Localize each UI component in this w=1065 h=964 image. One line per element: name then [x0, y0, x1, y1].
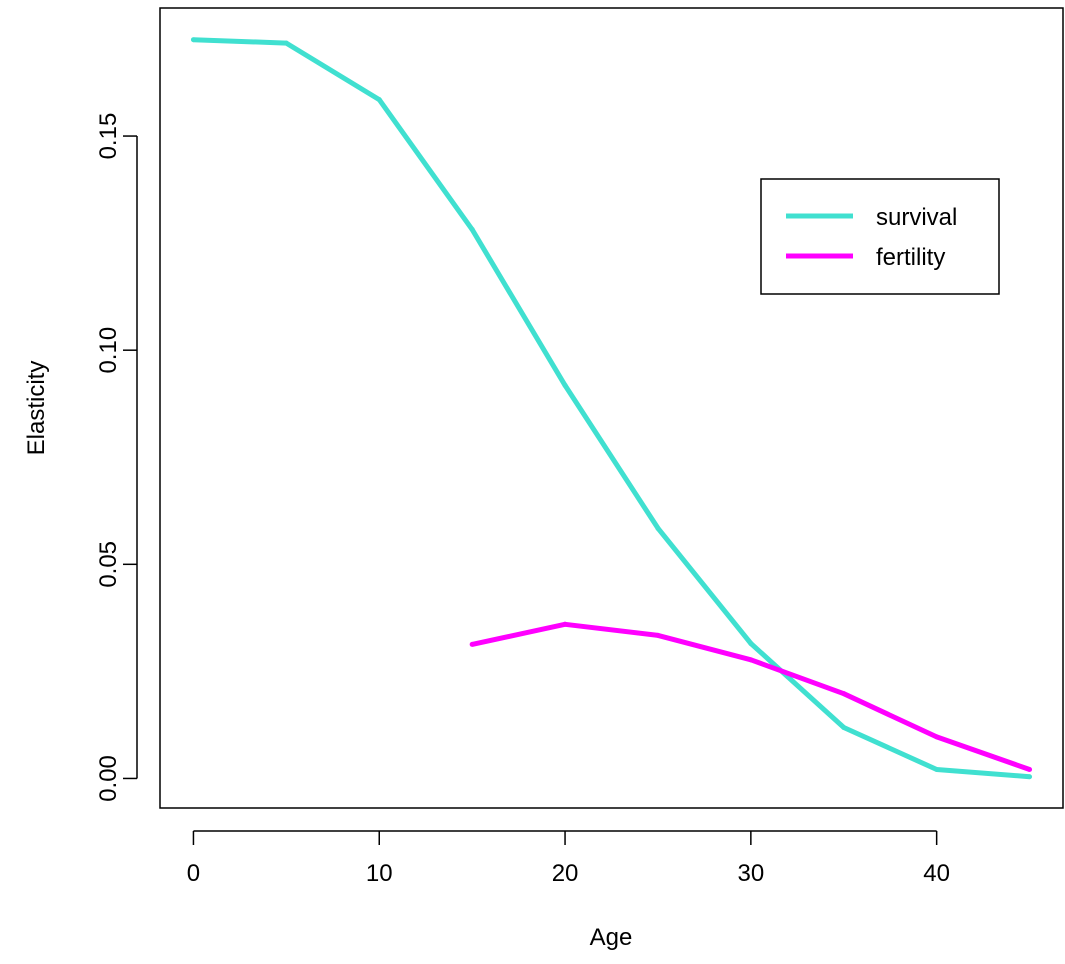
data-point-survival	[562, 382, 568, 388]
data-point-survival	[190, 37, 196, 43]
data-point-fertility	[748, 657, 754, 663]
data-point-survival	[376, 97, 382, 103]
data-point-survival	[283, 40, 289, 46]
y-tick-label: 0.00	[95, 755, 122, 802]
legend: survival fertility	[760, 178, 1000, 295]
series-layer	[190, 37, 1033, 780]
legend-box	[760, 178, 1000, 295]
data-point-survival	[841, 724, 847, 730]
y-axis-label: Elasticity	[23, 361, 50, 456]
legend-label-fertility: fertility	[876, 244, 945, 271]
data-point-survival	[655, 525, 661, 531]
x-tick-label: 40	[923, 860, 950, 887]
data-point-fertility	[934, 734, 940, 740]
data-point-survival	[469, 226, 475, 232]
series-line-survival	[193, 37, 1030, 780]
legend-label-survival: survival	[876, 204, 957, 231]
x-tick-label: 20	[552, 860, 579, 887]
data-point-survival	[934, 766, 940, 772]
y-tick-label: 0.15	[95, 113, 122, 160]
data-point-fertility	[469, 641, 475, 647]
x-axis: 0 10 20 30 40	[187, 830, 950, 887]
y-tick-label: 0.05	[95, 541, 122, 588]
data-point-survival	[1027, 774, 1033, 780]
x-tick-label: 0	[187, 860, 200, 887]
data-point-fertility	[1027, 766, 1033, 772]
data-point-fertility	[655, 632, 661, 638]
y-axis: 0.00 0.05 0.10 0.15	[95, 113, 138, 802]
y-tick-label: 0.10	[95, 327, 122, 374]
plot-frame	[159, 7, 1064, 809]
data-point-survival	[748, 641, 754, 647]
data-point-fertility	[562, 621, 568, 627]
data-point-fertility	[841, 691, 847, 697]
x-axis-label: Age	[590, 924, 633, 951]
x-tick-label: 10	[366, 860, 393, 887]
x-tick-label: 30	[738, 860, 765, 887]
